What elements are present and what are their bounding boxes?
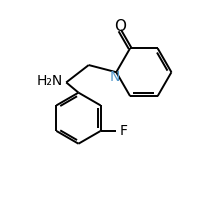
Text: N: N bbox=[110, 70, 121, 84]
Text: H₂N: H₂N bbox=[37, 74, 63, 88]
Text: O: O bbox=[114, 19, 126, 34]
Text: F: F bbox=[120, 124, 128, 138]
